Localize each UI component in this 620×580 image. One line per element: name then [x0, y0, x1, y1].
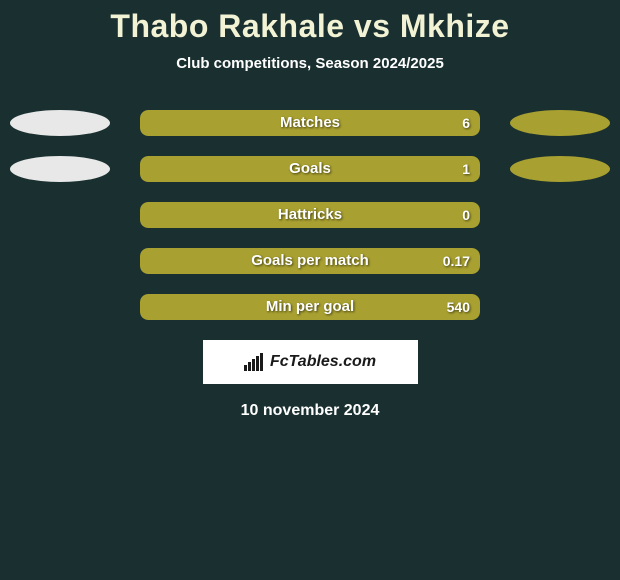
stat-value-right: 0.17: [443, 248, 470, 274]
date-label: 10 november 2024: [0, 402, 620, 420]
page-title: Thabo Rakhale vs Mkhize: [0, 0, 620, 45]
stat-row: Goals per match0.17: [0, 248, 620, 274]
stat-label: Hattricks: [0, 202, 620, 228]
comparison-chart: Matches6Goals1Hattricks0Goals per match0…: [0, 110, 620, 320]
stat-row: Hattricks0: [0, 202, 620, 228]
logo-box: FcTables.com: [203, 340, 418, 384]
stat-row: Min per goal540: [0, 294, 620, 320]
stat-row: Matches6: [0, 110, 620, 136]
stat-label: Min per goal: [0, 294, 620, 320]
stat-label: Goals per match: [0, 248, 620, 274]
stat-value-right: 0: [462, 202, 470, 228]
bars-icon: [244, 353, 264, 371]
stat-value-right: 6: [462, 110, 470, 136]
stat-value-right: 1: [462, 156, 470, 182]
stat-value-right: 540: [447, 294, 470, 320]
stat-row: Goals1: [0, 156, 620, 182]
subtitle: Club competitions, Season 2024/2025: [0, 55, 620, 72]
stat-label: Matches: [0, 110, 620, 136]
logo-text: FcTables.com: [270, 353, 376, 371]
stat-label: Goals: [0, 156, 620, 182]
